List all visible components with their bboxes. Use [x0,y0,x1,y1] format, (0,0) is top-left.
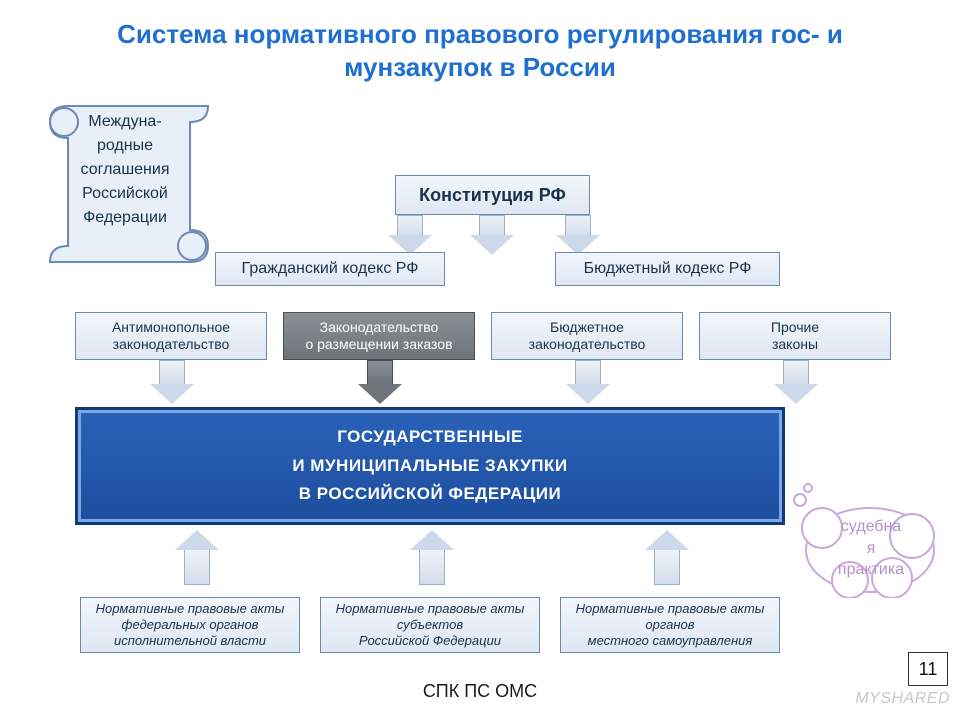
arrow-budget-down [566,360,610,404]
arrow-constitution-to-civil [388,215,432,255]
box-federal-acts-label: Нормативные правовые акты федеральных ор… [96,601,285,650]
main-panel-procurement: ГОСУДАРСТВЕННЫЕ И МУНИЦИПАЛЬНЫЕ ЗАКУПКИ … [75,407,785,525]
arrow-constitution-center [470,215,514,255]
panel-line2: И МУНИЦИПАЛЬНЫЕ ЗАКУПКИ [292,452,567,481]
footer-text: СПК ПС ОМС [0,681,960,702]
page-title: Система нормативного правового регулиров… [0,0,960,83]
arrow-federal-up [175,530,219,585]
arrow-other-down [774,360,818,404]
box-other-laws: Прочие законы [699,312,891,360]
box-antimonopoly: Антимонопольное законодательство [75,312,267,360]
arrow-subjects-up [410,530,454,585]
box-budget-code: Бюджетный кодекс РФ [555,252,780,286]
watermark: MYSHARED [855,690,950,708]
box-local-acts: Нормативные правовые акты органов местно… [560,597,780,653]
arrow-orders-down [358,360,402,404]
box-federal-acts: Нормативные правовые акты федеральных ор… [80,597,300,653]
arrow-antimonopoly-down [150,360,194,404]
arrow-local-up [645,530,689,585]
panel-line1: ГОСУДАРСТВЕННЫЕ [337,423,523,452]
box-other-laws-label: Прочие законы [771,319,819,354]
box-orders-legislation: Законодательство о размещении заказов [283,312,475,360]
box-local-acts-label: Нормативные правовые акты органов местно… [576,601,765,650]
box-antimonopoly-label: Антимонопольное законодательство [112,319,230,354]
cloud-text: судебна я практика [814,516,928,581]
scroll-text: Междуна- родные соглашения Российской Фе… [52,110,198,230]
box-civil-code-label: Гражданский кодекс РФ [242,260,419,278]
box-constitution: Конституция РФ [395,175,590,215]
box-budget-legislation-label: Бюджетное законодательство [529,319,646,354]
box-budget-code-label: Бюджетный кодекс РФ [584,260,752,278]
box-subjects-acts-label: Нормативные правовые акты субъектов Росс… [336,601,525,650]
cloud-judicial-practice: судебна я практика [792,478,942,598]
box-budget-legislation: Бюджетное законодательство [491,312,683,360]
box-civil-code: Гражданский кодекс РФ [215,252,445,286]
box-orders-legislation-label: Законодательство о размещении заказов [305,319,452,354]
box-subjects-acts: Нормативные правовые акты субъектов Росс… [320,597,540,653]
arrow-constitution-to-budget [556,215,600,255]
page-number: 11 [908,652,948,686]
box-constitution-label: Конституция РФ [419,185,566,206]
panel-line3: В РОССИЙСКОЙ ФЕДЕРАЦИИ [299,480,561,509]
scroll-international-agreements: Междуна- родные соглашения Российской Фе… [40,96,210,266]
